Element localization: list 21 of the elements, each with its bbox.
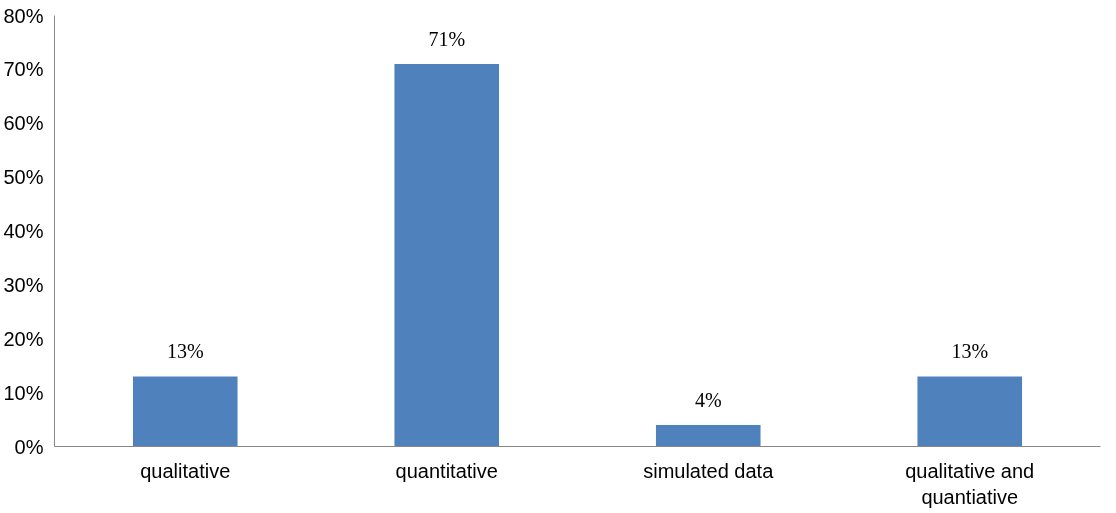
y-tick-label: 20% [3, 327, 44, 350]
y-tick-label: 60% [3, 112, 44, 135]
data-label: 13% [951, 340, 989, 363]
data-label: 71% [428, 27, 466, 50]
y-tick-label: 40% [3, 220, 44, 242]
x-tick-label: quantitative [395, 459, 498, 482]
bar [132, 376, 238, 447]
bar [917, 376, 1023, 447]
y-tick-label: 70% [3, 58, 44, 81]
y-tick-label: 30% [3, 273, 44, 296]
x-tick-label: qualitative and quantiative [905, 459, 1035, 508]
bar [655, 424, 761, 447]
x-tick-label: simulated data [643, 459, 775, 482]
x-tick-label: qualitative [140, 459, 231, 482]
y-tick-label: 80% [3, 4, 44, 27]
y-tick-label: 10% [3, 381, 44, 404]
bar [394, 63, 500, 447]
data-label: 13% [166, 340, 204, 363]
data-label: 4% [694, 388, 722, 411]
y-tick-label: 50% [3, 166, 44, 189]
y-tick-label: 0% [14, 435, 44, 458]
